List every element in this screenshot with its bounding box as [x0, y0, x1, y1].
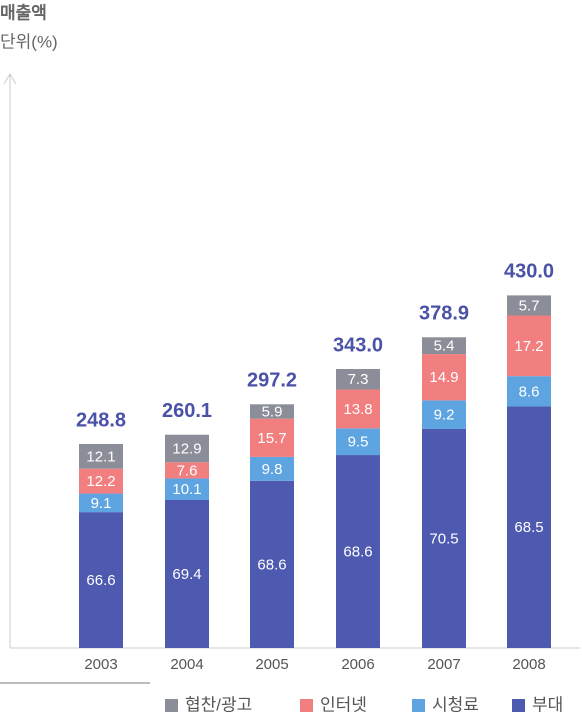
- value-label: 9.1: [91, 495, 112, 512]
- legend-label: 부대: [532, 695, 563, 714]
- bar-segment: [507, 295, 551, 316]
- value-label: 68.6: [257, 556, 286, 573]
- bar-segment: [79, 493, 123, 513]
- value-label: 66.6: [86, 572, 115, 589]
- bar-segment: [250, 418, 294, 457]
- value-label: 13.8: [343, 401, 372, 418]
- bar-segment: [165, 478, 209, 500]
- total-label: 430.0: [504, 261, 554, 283]
- chart-title: 매출액: [0, 3, 47, 22]
- legend-label: 협찬/광고: [185, 695, 252, 714]
- total-label: 248.8: [76, 409, 126, 431]
- bar-segment: [336, 428, 380, 456]
- legend-label: 시청료: [432, 695, 479, 714]
- bar-segment: [79, 468, 123, 494]
- bar-segment: [336, 368, 380, 390]
- x-tick-label: 2005: [255, 656, 288, 673]
- chart-subtitle: 단위(%): [0, 32, 58, 51]
- bar-segment: [422, 428, 466, 648]
- bar-segment: [336, 389, 380, 429]
- bar-segment: [422, 400, 466, 429]
- value-label: 70.5: [429, 530, 458, 547]
- bar-segment: [422, 337, 466, 355]
- value-label: 5.4: [434, 338, 455, 355]
- bar-segment: [507, 315, 551, 377]
- value-label: 69.4: [172, 566, 201, 583]
- value-label: 5.9: [262, 403, 283, 420]
- value-label: 15.7: [257, 430, 286, 447]
- bar-segment: [165, 499, 209, 648]
- bar-segment: [250, 456, 294, 481]
- value-label: 9.8: [262, 461, 283, 478]
- value-label: 10.1: [172, 481, 201, 498]
- value-label: 7.3: [348, 371, 369, 388]
- value-label: 68.5: [514, 519, 543, 536]
- bar-segment: [79, 443, 123, 469]
- value-label: 12.2: [86, 473, 115, 490]
- x-tick-label: 2008: [512, 656, 545, 673]
- value-label: 12.1: [86, 448, 115, 465]
- total-label: 297.2: [247, 370, 297, 392]
- legend-swatch: [165, 699, 178, 712]
- bar-segment: [165, 462, 209, 479]
- legend-swatch: [412, 699, 425, 712]
- value-label: 9.2: [434, 407, 455, 424]
- bar-segment: [422, 354, 466, 401]
- legend-swatch: [300, 699, 313, 712]
- total-label: 260.1: [162, 400, 212, 422]
- value-label: 68.6: [343, 543, 372, 560]
- axis-arrow: [3, 73, 17, 85]
- total-label: 343.0: [333, 334, 383, 356]
- bar-segment: [165, 434, 209, 463]
- value-label: 7.6: [177, 462, 198, 479]
- value-label: 12.9: [172, 440, 201, 457]
- bar-segment: [250, 404, 294, 419]
- value-label: 5.7: [519, 297, 540, 314]
- value-label: 17.2: [514, 338, 543, 355]
- bar-segment: [79, 512, 123, 648]
- x-tick-label: 2003: [84, 656, 117, 673]
- x-tick-label: 2007: [427, 656, 460, 673]
- value-label: 14.9: [429, 369, 458, 386]
- bar-segment: [507, 406, 551, 648]
- bar-segment: [250, 480, 294, 648]
- value-label: 8.6: [519, 383, 540, 400]
- bar-segment: [336, 455, 380, 648]
- x-tick-label: 2006: [341, 656, 374, 673]
- legend-label: 인터넷: [320, 695, 367, 714]
- bar-segment: [507, 376, 551, 407]
- value-label: 9.5: [348, 434, 369, 451]
- x-tick-label: 2004: [170, 656, 203, 673]
- total-label: 378.9: [419, 303, 469, 325]
- legend-swatch: [512, 699, 525, 712]
